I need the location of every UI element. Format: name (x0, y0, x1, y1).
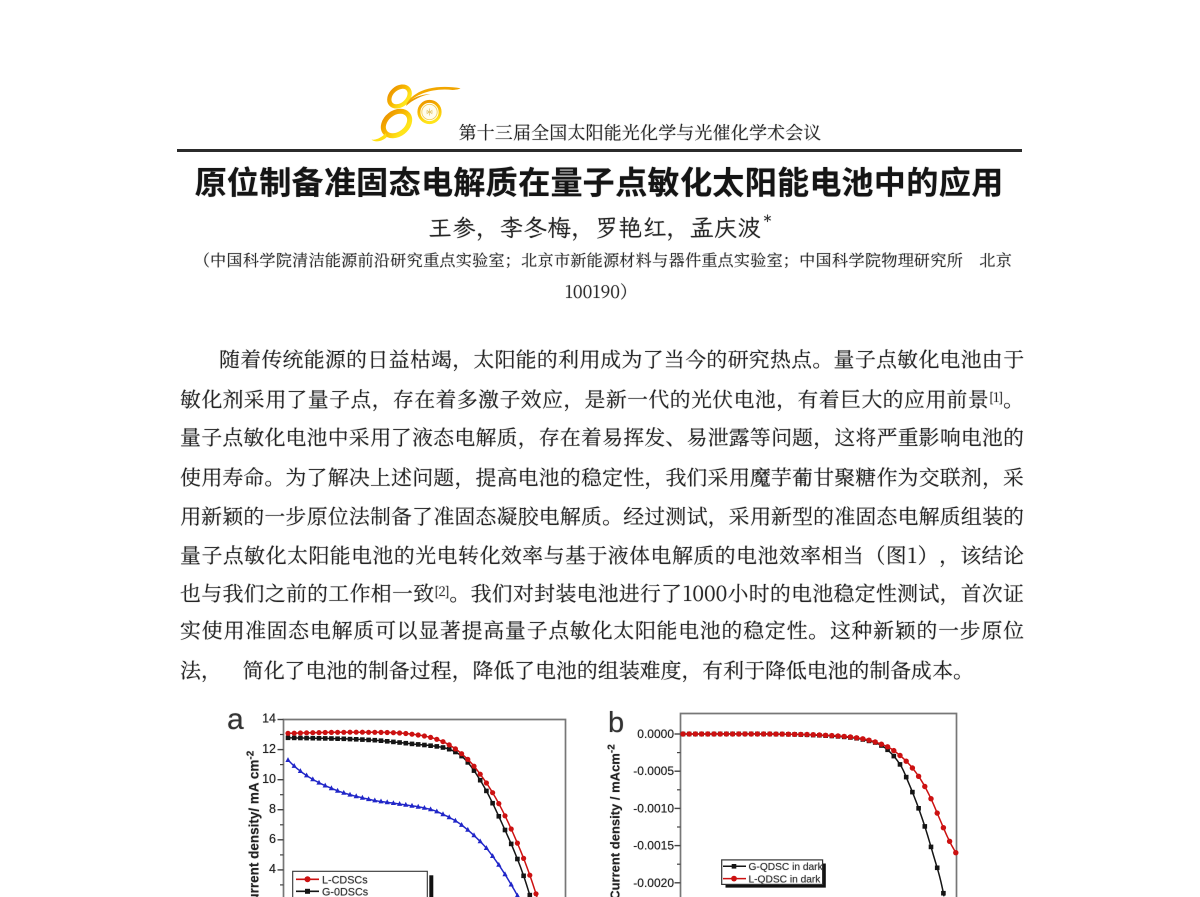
svg-text:-0.0010: -0.0010 (633, 801, 674, 815)
svg-text:4: 4 (269, 862, 276, 876)
svg-text:L-CDSCs: L-CDSCs (322, 874, 368, 886)
svg-text:8: 8 (269, 802, 276, 816)
svg-text:b: b (608, 707, 624, 739)
svg-text:Current density / mAcm-2: Current density / mAcm-2 (606, 744, 623, 897)
svg-text:-0.0015: -0.0015 (633, 839, 674, 853)
svg-text:0.0000: 0.0000 (637, 727, 674, 741)
svg-text:-0.0005: -0.0005 (633, 764, 674, 778)
svg-text:10: 10 (262, 772, 276, 786)
svg-text:G-QDSC in dark: G-QDSC in dark (749, 862, 824, 873)
svg-text:14: 14 (262, 712, 276, 726)
svg-text:12: 12 (262, 742, 276, 756)
svg-text:-0.0020: -0.0020 (633, 876, 674, 890)
svg-text:L-QDSC in dark: L-QDSC in dark (749, 874, 822, 885)
svg-text:G-0DSCs: G-0DSCs (322, 886, 369, 897)
svg-text:a: a (227, 703, 244, 736)
svg-text:6: 6 (269, 832, 276, 846)
svg-text:Current density/ mA cm-2: Current density/ mA cm-2 (245, 750, 262, 897)
